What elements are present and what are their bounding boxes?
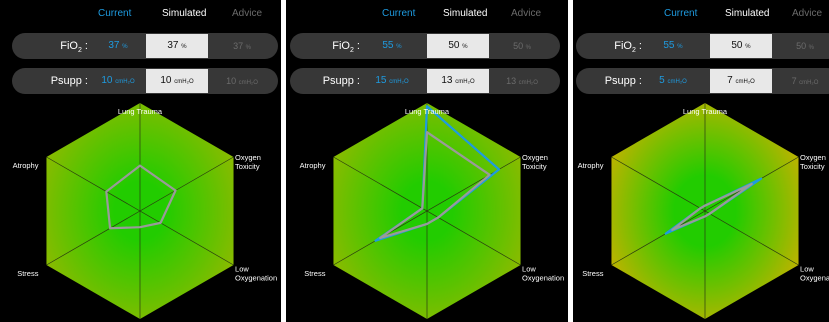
psupp-row: Psupp : 15 cmH₂O 13 cmH₂O 13 cmH₂O xyxy=(290,68,560,94)
ventilator-panel-2: Current Simulated Advice FiO2 : 55 % 50 … xyxy=(286,0,568,322)
header-simulated: Simulated xyxy=(725,8,770,19)
fio2-row: FiO2 : 37 % 37 % 37 % xyxy=(12,33,278,59)
simulated-risk-polygon xyxy=(379,131,491,240)
header-advice: Advice xyxy=(232,8,263,19)
header-advice: Advice xyxy=(511,8,542,19)
radar-axis-line xyxy=(46,156,234,266)
fio2-current: 55 % xyxy=(663,40,683,51)
header-current: Current xyxy=(664,8,698,19)
fio2-simulated-field[interactable]: 50 % xyxy=(427,34,489,58)
column-headers: Current Simulated Advice xyxy=(573,8,829,24)
axis-label-oxygen-toxicity: Oxygen xyxy=(522,153,548,162)
axis-label-oxygen-toxicity: Oxygen xyxy=(235,153,261,162)
fio2-advice: 37 % xyxy=(233,41,251,51)
psupp-advice: 7 cmH₂O xyxy=(791,76,819,86)
radar-axis-line xyxy=(611,156,799,266)
axis-label-oxygen-toxicity-line2: Toxicity xyxy=(522,162,547,171)
axis-label-oxygen-toxicity-line2: Toxicity xyxy=(800,162,825,171)
header-advice: Advice xyxy=(792,8,823,19)
fio2-simulated-field[interactable]: 37 % xyxy=(146,34,208,58)
axis-label-atrophy: Atrophy xyxy=(13,161,39,170)
ventilator-panel-1: Current Simulated Advice FiO2 : 37 % 37 … xyxy=(0,0,281,322)
psupp-current: 5 cmH₂O xyxy=(659,75,687,86)
psupp-simulated-field[interactable]: 7 cmH₂O xyxy=(710,69,772,93)
fio2-row: FiO2 : 55 % 50 % 50 % xyxy=(576,33,829,59)
fio2-advice: 50 % xyxy=(513,41,531,51)
axis-label-low-oxygenation-line2: Oxygenation xyxy=(522,273,564,282)
psupp-label: Psupp : xyxy=(322,75,360,87)
axis-label-stress: Stress xyxy=(304,269,326,278)
psupp-advice: 13 cmH₂O xyxy=(506,76,538,86)
column-headers: Current Simulated Advice xyxy=(286,8,568,24)
psupp-label: Psupp : xyxy=(604,75,642,87)
axis-label-low-oxygenation: Low xyxy=(235,264,249,273)
axis-label-low-oxygenation-line2: Oxygenation xyxy=(800,273,829,282)
psupp-row: Psupp : 10 cmH₂O 10 cmH₂O 10 cmH₂O xyxy=(12,68,278,94)
axis-label-low-oxygenation: Low xyxy=(522,264,536,273)
header-current: Current xyxy=(382,8,416,19)
fio2-label: FiO2 : xyxy=(614,40,642,55)
header-simulated: Simulated xyxy=(162,8,207,19)
axis-label-atrophy: Atrophy xyxy=(578,161,604,170)
header-simulated: Simulated xyxy=(443,8,488,19)
axis-label-oxygen-toxicity-line2: Toxicity xyxy=(235,162,260,171)
axis-label-low-oxygenation-line2: Oxygenation xyxy=(235,273,277,282)
simulated-risk-polygon xyxy=(105,164,177,230)
simulated-risk-polygon xyxy=(671,182,753,231)
psupp-row: Psupp : 5 cmH₂O 7 cmH₂O 7 cmH₂O xyxy=(576,68,829,94)
fio2-row: FiO2 : 55 % 50 % 50 % xyxy=(290,33,560,59)
column-headers: Current Simulated Advice xyxy=(0,8,281,24)
axis-label-lung-trauma: Lung Trauma xyxy=(118,107,163,116)
axis-label-low-oxygenation: Low xyxy=(800,264,814,273)
psupp-current: 15 cmH₂O xyxy=(375,75,409,86)
fio2-current: 37 % xyxy=(108,40,128,51)
axis-label-oxygen-toxicity: Oxygen xyxy=(800,153,826,162)
radar-axis-line xyxy=(333,156,521,266)
axis-label-lung-trauma: Lung Trauma xyxy=(683,107,728,116)
fio2-simulated-field[interactable]: 50 % xyxy=(710,34,772,58)
header-current: Current xyxy=(98,8,132,19)
ventilator-panel-3: Current Simulated Advice FiO2 : 55 % 50 … xyxy=(573,0,829,322)
axis-label-stress: Stress xyxy=(17,269,39,278)
fio2-label: FiO2 : xyxy=(332,40,360,55)
fio2-label: FiO2 : xyxy=(60,40,88,55)
axis-label-lung-trauma: Lung Trauma xyxy=(405,107,450,116)
psupp-advice: 10 cmH₂O xyxy=(226,76,258,86)
psupp-label: Psupp : xyxy=(50,75,88,87)
fio2-current: 55 % xyxy=(382,40,402,51)
axis-label-atrophy: Atrophy xyxy=(300,161,326,170)
psupp-simulated-field[interactable]: 13 cmH₂O xyxy=(427,69,489,93)
psupp-simulated-field[interactable]: 10 cmH₂O xyxy=(146,69,208,93)
axis-label-stress: Stress xyxy=(582,269,604,278)
fio2-advice: 50 % xyxy=(796,41,814,51)
psupp-current: 10 cmH₂O xyxy=(101,75,135,86)
